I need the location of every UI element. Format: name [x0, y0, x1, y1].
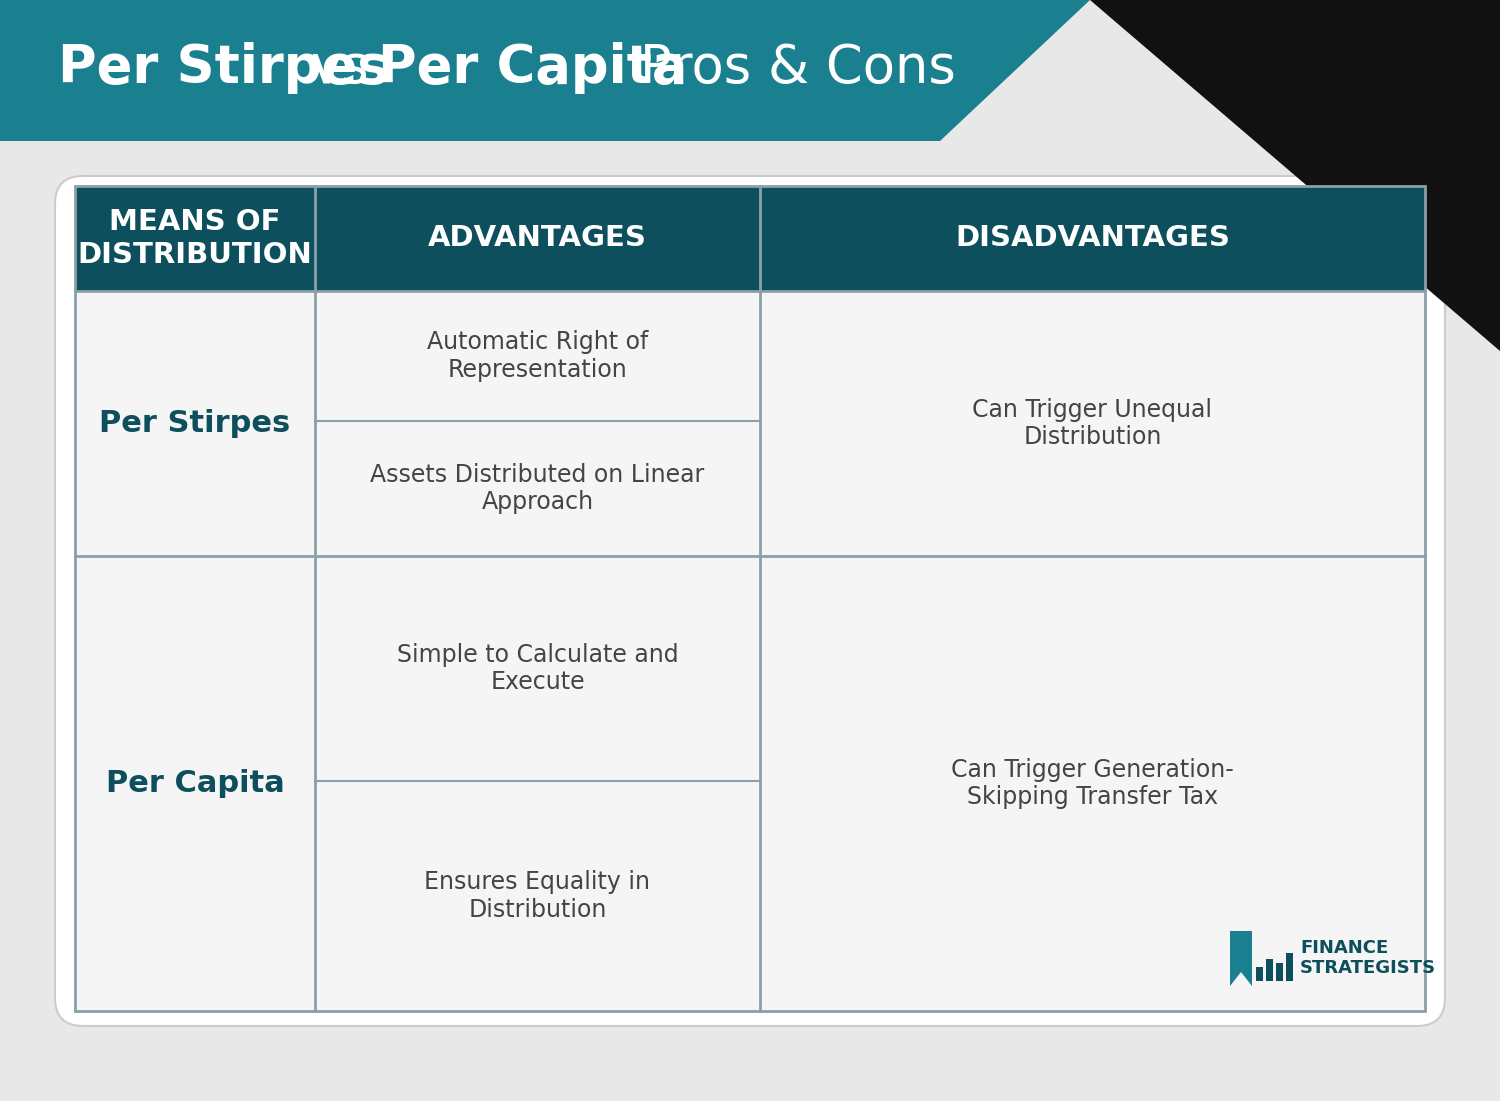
FancyBboxPatch shape [56, 176, 1444, 1026]
Text: Can Trigger Unequal
Distribution: Can Trigger Unequal Distribution [972, 397, 1212, 449]
Text: FINANCE
STRATEGISTS: FINANCE STRATEGISTS [1300, 938, 1436, 978]
Text: DISADVANTAGES: DISADVANTAGES [956, 225, 1230, 252]
Text: Per Stirpes: Per Stirpes [99, 408, 291, 438]
Text: Simple to Calculate and
Execute: Simple to Calculate and Execute [396, 643, 678, 695]
Polygon shape [1090, 0, 1500, 351]
Text: Pros & Cons: Pros & Cons [640, 42, 956, 94]
Bar [1276, 963, 1282, 981]
Text: Per Capita: Per Capita [105, 768, 285, 798]
Text: Per Capita: Per Capita [378, 42, 687, 94]
Text: ADVANTAGES: ADVANTAGES [427, 225, 646, 252]
Text: Can Trigger Generation-
Skipping Transfer Tax: Can Trigger Generation- Skipping Transfe… [951, 757, 1234, 809]
Bar [75, 556, 1425, 1011]
Bar [75, 186, 1425, 291]
Text: MEANS OF
DISTRIBUTION: MEANS OF DISTRIBUTION [78, 208, 312, 269]
Text: vs: vs [310, 42, 369, 94]
Text: Automatic Right of
Representation: Automatic Right of Representation [427, 330, 648, 382]
Text: Ensures Equality in
Distribution: Ensures Equality in Distribution [424, 870, 651, 922]
Text: Per Stirpes: Per Stirpes [58, 42, 388, 94]
Bar [75, 186, 1425, 1011]
Polygon shape [0, 0, 1090, 141]
Bar [1256, 967, 1263, 981]
Bar [1266, 959, 1274, 981]
Polygon shape [1230, 931, 1252, 986]
Text: Assets Distributed on Linear
Approach: Assets Distributed on Linear Approach [370, 462, 705, 514]
Bar [1286, 953, 1293, 981]
Bar [75, 291, 1425, 556]
